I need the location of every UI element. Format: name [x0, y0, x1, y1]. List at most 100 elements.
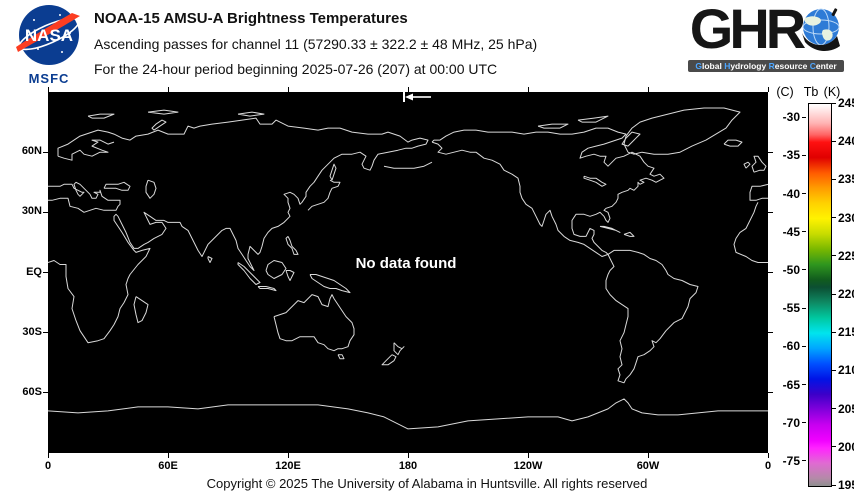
lon-tick-bottom	[767, 453, 769, 458]
lat-tick-label: 30N	[21, 205, 42, 218]
nasa-msfc-logo: NASA MSFC	[8, 4, 90, 86]
colorbar-celsius-tick-label: -40	[782, 186, 800, 201]
lon-tick-bottom	[287, 453, 289, 458]
coastline	[285, 270, 295, 281]
ghrc-letters: GHR	[689, 0, 806, 60]
colorbar-kelvin-tick-label: 205	[838, 401, 854, 416]
coastline	[733, 202, 768, 263]
coastline	[273, 294, 355, 352]
coastline	[145, 179, 157, 199]
colorbar-kelvin-tick	[832, 446, 836, 448]
coastline	[309, 274, 351, 294]
lon-tick-top	[287, 87, 289, 92]
lat-tick-left	[43, 211, 48, 213]
lon-tick-label: 120E	[275, 460, 301, 472]
ghrc-logo-row: GHR	[682, 0, 850, 60]
lat-tick-label: EQ	[26, 265, 42, 278]
coastline	[329, 163, 337, 181]
nasa-wordmark: NASA	[25, 26, 73, 45]
colorbar-kelvin-tick	[832, 408, 836, 410]
lon-tick-top	[407, 87, 409, 92]
colorbar-kelvin-tick-label: 235	[838, 172, 854, 187]
coastline	[48, 117, 429, 344]
lon-tick-bottom	[47, 453, 49, 458]
coastline	[381, 354, 397, 366]
colorbar-celsius-tick	[802, 231, 806, 233]
plot-title: NOAA-15 AMSU-A Brightness Temperatures	[94, 10, 408, 27]
colorbar-celsius-header: (C)	[776, 85, 794, 99]
coastline	[237, 262, 261, 285]
lat-tick-right	[768, 151, 773, 153]
colorbar-kelvin-tick-label: 200	[838, 439, 854, 454]
colorbar-kelvin-tick	[832, 140, 836, 142]
colorbar-kelvin-tick-label: 210	[838, 363, 854, 378]
plot-subtitle-channel: Ascending passes for channel 11 (57290.3…	[94, 36, 538, 52]
colorbar-celsius-tick	[802, 269, 806, 271]
ghrc-logo: GHR Global Hydrology Resource Center	[682, 0, 850, 72]
colorbar-celsius-tick-label: -50	[782, 262, 800, 277]
colorbar-kelvin-tick-label: 220	[838, 287, 854, 301]
coastline	[393, 342, 405, 356]
coastline	[623, 107, 741, 155]
coastline	[431, 127, 665, 257]
colorbar-kelvin-tick-label: 230	[838, 210, 854, 225]
colorbar-kelvin-tick-label: 215	[838, 325, 854, 340]
coastline	[151, 119, 167, 131]
colorbar-kelvin-tick-label: 240	[838, 134, 854, 149]
map-plot: No data found	[48, 92, 768, 453]
coastline	[207, 256, 213, 263]
colorbar-celsius-tick	[802, 154, 806, 156]
lon-tick-bottom	[167, 453, 169, 458]
coastline	[103, 181, 131, 191]
lon-tick-top	[527, 87, 529, 92]
coastline	[48, 181, 121, 213]
world-coastline-map: No data found	[48, 92, 768, 430]
colorbar-kelvin-tick	[832, 369, 836, 371]
colorbar-celsius-tick	[802, 345, 806, 347]
coastline	[257, 286, 277, 292]
nasa-meatball-icon: NASA	[16, 5, 80, 65]
coastline	[57, 139, 115, 161]
lon-tick-bottom	[407, 453, 409, 458]
lat-tick-right	[768, 332, 773, 334]
ghrc-globe-icon	[802, 8, 841, 51]
colorbar-celsius-tick-label: -65	[782, 377, 800, 392]
coastline	[48, 398, 768, 430]
coastline	[751, 155, 767, 173]
lon-tick-label: 180	[398, 460, 418, 472]
coastline	[599, 225, 621, 233]
colorbar-kelvin-tick	[832, 331, 836, 333]
plot-subtitle-period: For the 24-hour period beginning 2025-07…	[94, 61, 498, 77]
colorbar-celsius-tick	[802, 307, 806, 309]
colorbar	[808, 103, 832, 487]
colorbar-kelvin-tick	[832, 484, 836, 486]
ghrc-tagline: Global Hydrology Resource Center	[688, 60, 844, 72]
lat-tick-right	[768, 211, 773, 213]
coastline	[583, 175, 607, 187]
coastline	[605, 249, 699, 384]
colorbar-celsius-tick-label: -70	[782, 415, 800, 430]
lat-tick-label: 30S	[22, 325, 42, 338]
lon-tick-label: 60E	[158, 460, 178, 472]
lon-tick-top	[47, 87, 49, 92]
coastline	[337, 354, 345, 360]
coastline	[537, 123, 569, 129]
lat-tick-right	[768, 392, 773, 394]
colorbar-celsius-tick-label: -45	[782, 224, 800, 239]
colorbar-celsius-tick	[802, 384, 806, 386]
coastline	[749, 183, 768, 201]
lat-tick-left	[43, 332, 48, 334]
coastlines-group	[48, 107, 768, 430]
colorbar-celsius-tick-label: -75	[782, 453, 800, 468]
colorbar-kelvin-tick	[832, 255, 836, 257]
colorbar-kelvin-header: (K)	[823, 85, 841, 99]
lon-tick-label: 60W	[636, 460, 660, 472]
lon-tick-label: 0	[44, 460, 52, 472]
colorbar-celsius-tick-label: -55	[782, 301, 800, 316]
lon-tick-bottom	[647, 453, 649, 458]
coastline	[577, 115, 609, 123]
lon-tick-top	[647, 87, 649, 92]
lat-tick-label: 60N	[21, 145, 42, 158]
coastline	[87, 113, 115, 119]
